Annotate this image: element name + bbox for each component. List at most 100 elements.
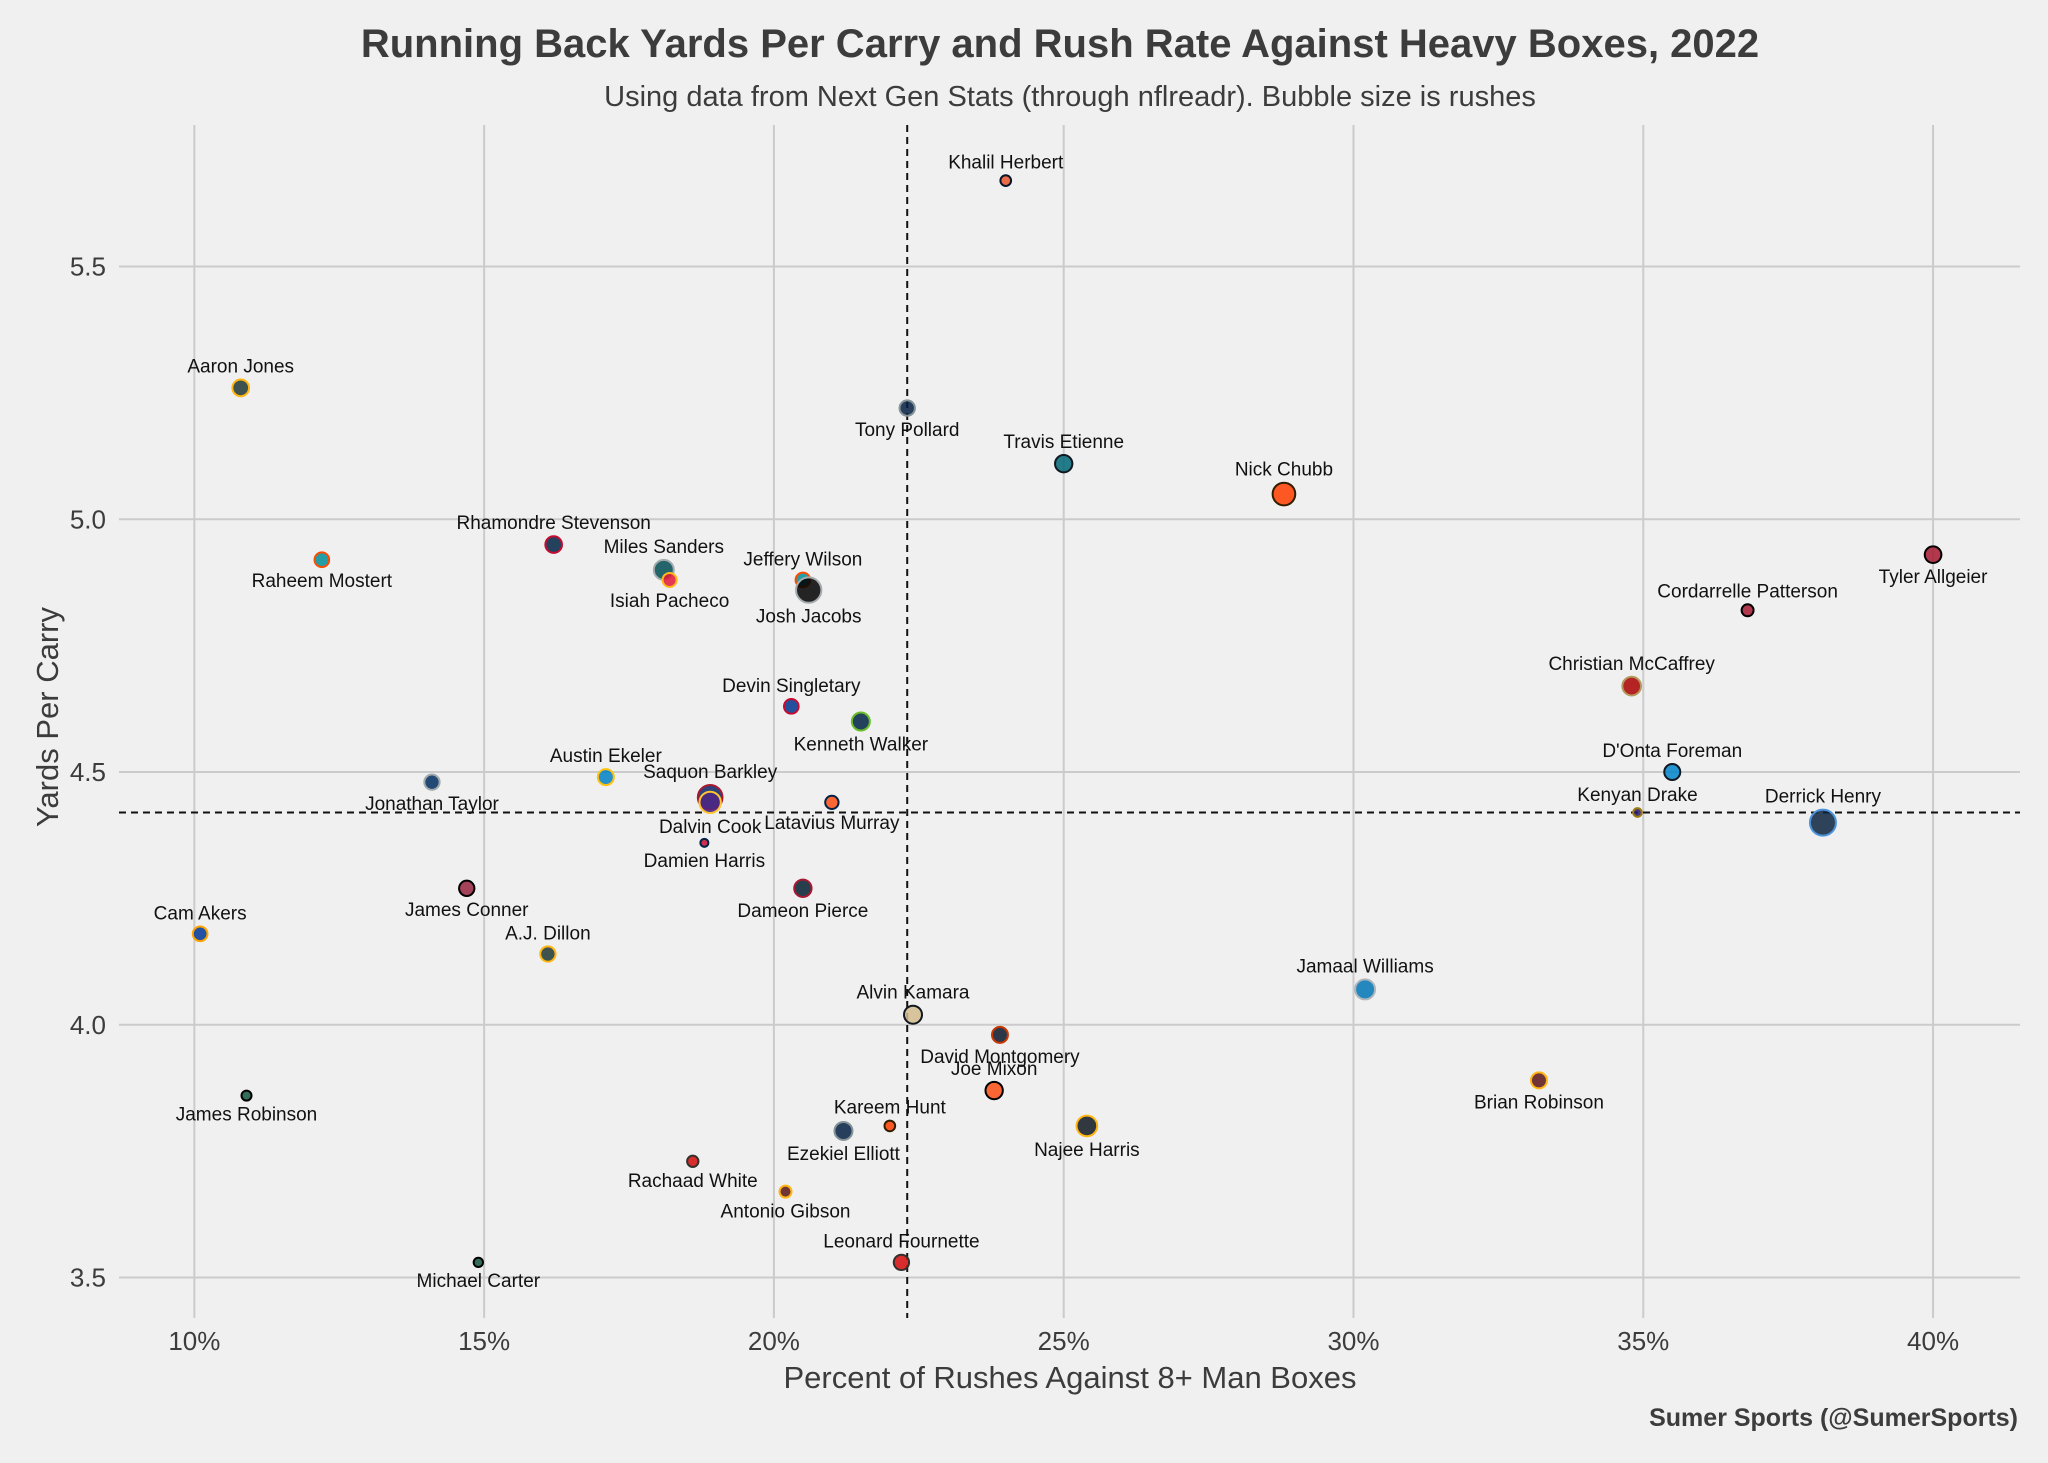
chart-title: Running Back Yards Per Carry and Rush Ra…: [361, 22, 1759, 66]
data-point: [472, 1256, 485, 1269]
point-label: Nick Chubb: [1235, 460, 1333, 481]
data-point: [191, 925, 209, 943]
credit-text: Sumer Sports (@SumerSports): [1649, 1404, 2018, 1432]
y-tick-label: 5.0: [70, 504, 106, 534]
point-label: David Montgomery: [920, 1047, 1080, 1068]
data-point: [1923, 545, 1943, 565]
data-point: [231, 378, 251, 398]
data-point: [686, 1154, 700, 1168]
data-point: [240, 1089, 253, 1102]
point-label: James Robinson: [176, 1105, 318, 1126]
point-label: Christian McCaffrey: [1548, 654, 1715, 675]
data-point: [1808, 808, 1837, 837]
point-label: Cam Akers: [154, 903, 247, 924]
x-axis-label: Percent of Rushes Against 8+ Man Boxes: [784, 1360, 1357, 1395]
data-point: [1740, 603, 1755, 618]
point-label: A.J. Dillon: [505, 923, 591, 944]
data-point: [544, 535, 564, 554]
point-label: Cordarrelle Patterson: [1657, 581, 1838, 602]
point-label: Aaron Jones: [187, 357, 294, 378]
point-label: Michael Carter: [417, 1271, 541, 1292]
x-tick-label: 20%: [748, 1326, 800, 1356]
point-label: Latavius Murray: [764, 813, 900, 834]
data-point: [782, 698, 800, 715]
data-point: [898, 399, 916, 417]
x-tick-label: 35%: [1617, 1326, 1669, 1356]
axis-ticks: 10% 15% 20% 25% 30% 35% 40% 3.5 4.0 4.5 5.0 5.5: [70, 252, 1959, 1356]
x-tick-label: 10%: [168, 1326, 220, 1356]
point-label: Kenyan Drake: [1577, 785, 1697, 806]
point-label: Rachaad White: [628, 1171, 758, 1192]
point-label: Jonathan Taylor: [365, 794, 499, 815]
point-label: Isiah Pacheco: [610, 591, 729, 612]
point-label: Derrick Henry: [1765, 787, 1882, 808]
point-label: Kareem Hunt: [834, 1098, 947, 1119]
y-tick-label: 4.0: [70, 1010, 106, 1040]
point-label: Khalil Herbert: [948, 152, 1064, 173]
point-label: James Conner: [405, 900, 529, 921]
point-label: Tony Pollard: [855, 420, 960, 441]
data-point: [1663, 763, 1682, 782]
data-point: [883, 1119, 897, 1133]
point-label: Austin Ekeler: [550, 746, 663, 767]
grid-lines: [119, 125, 2020, 1318]
data-point: [793, 878, 813, 898]
point-label: Damien Harris: [644, 851, 765, 872]
data-point: [984, 1080, 1004, 1101]
point-label: Jeffery Wilson: [743, 550, 862, 571]
data-point: [1354, 978, 1377, 1001]
x-tick-label: 15%: [458, 1326, 510, 1356]
y-tick-label: 5.5: [70, 252, 106, 282]
point-label: Jamaal Williams: [1296, 956, 1433, 977]
data-point: [1632, 807, 1643, 818]
point-label: Dameon Pierce: [737, 901, 868, 922]
point-label: Najee Harris: [1034, 1140, 1140, 1161]
point-label: Antonio Gibson: [721, 1202, 851, 1223]
x-tick-label: 25%: [1038, 1326, 1090, 1356]
data-point: [661, 571, 678, 588]
data-point: [699, 837, 710, 848]
x-tick-label: 30%: [1327, 1326, 1379, 1356]
point-label: Devin Singletary: [722, 676, 861, 697]
data-point: [999, 174, 1013, 187]
data-point: [1075, 1114, 1099, 1138]
data-point: [833, 1120, 854, 1141]
y-axis-label: Yards Per Carry: [30, 607, 65, 827]
point-label: Brian Robinson: [1474, 1092, 1604, 1113]
data-point: [539, 945, 557, 963]
data-points: [191, 174, 1943, 1272]
point-label: Leonard Fournette: [823, 1232, 979, 1253]
data-point: [778, 1184, 793, 1199]
chart-subtitle: Using data from Next Gen Stats (through …: [604, 81, 1536, 113]
data-point: [458, 879, 476, 897]
data-point: [850, 711, 871, 732]
data-point: [1621, 675, 1643, 697]
data-point: [795, 576, 823, 604]
point-label: D'Onta Foreman: [1602, 741, 1742, 762]
point-label: Rhamondre Stevenson: [457, 513, 651, 534]
point-label: Kenneth Walker: [794, 735, 929, 756]
data-point: [824, 794, 840, 811]
point-label: Joe Mixon: [951, 1059, 1038, 1080]
reference-lines: [119, 125, 2020, 1318]
point-label: Alvin Kamara: [857, 983, 970, 1004]
x-tick-label: 40%: [1907, 1326, 1959, 1356]
data-point: [903, 1004, 924, 1025]
data-point: [892, 1253, 911, 1272]
data-point: [1529, 1071, 1548, 1090]
data-point: [423, 773, 441, 791]
data-point: [1054, 454, 1074, 474]
data-point: [313, 551, 331, 569]
point-label: Raheem Mostert: [252, 571, 393, 592]
point-label: Saquon Barkley: [643, 762, 778, 783]
point-label: Miles Sanders: [604, 537, 724, 558]
point-label: Ezekiel Elliott: [787, 1144, 901, 1165]
point-label: Tyler Allgeier: [1879, 567, 1988, 588]
data-point: [698, 790, 722, 815]
data-point: [990, 1025, 1009, 1044]
data-point: [1271, 481, 1297, 507]
point-label: Josh Jacobs: [756, 607, 862, 628]
y-tick-label: 3.5: [70, 1263, 106, 1293]
